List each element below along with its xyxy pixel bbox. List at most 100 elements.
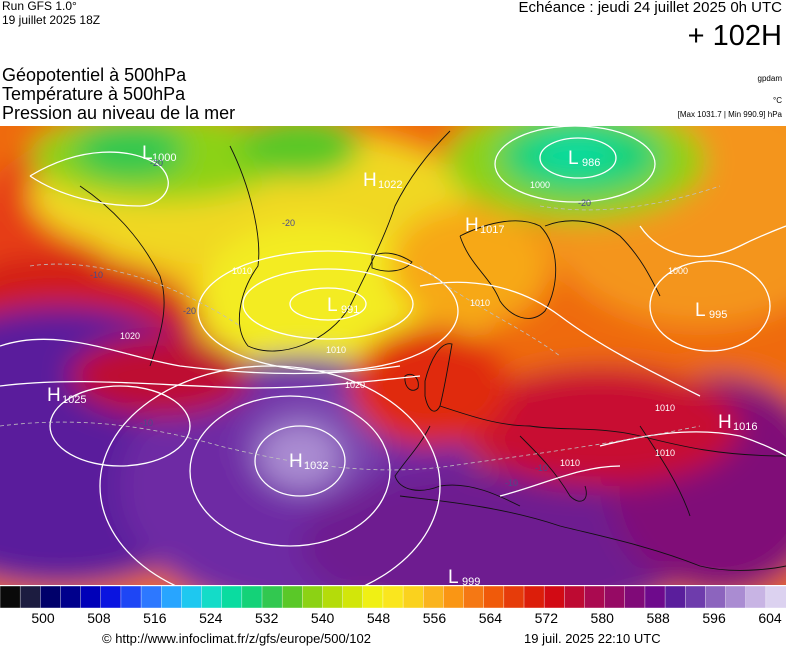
- isotherm-label: -10: [535, 463, 548, 473]
- svg-text:L: L: [142, 143, 153, 164]
- color-scale-tick-label: 556: [422, 610, 447, 626]
- isobar-label: 1010: [326, 345, 346, 355]
- coastlines: [79, 130, 786, 571]
- svg-text:H: H: [718, 412, 732, 433]
- color-scale-swatch: [181, 586, 203, 608]
- color-scale-swatch: [564, 586, 586, 608]
- color-scale-swatch: [342, 586, 364, 608]
- svg-text:L: L: [568, 148, 579, 169]
- color-scale-swatch: [382, 586, 404, 608]
- color-scale-swatch: [261, 586, 283, 608]
- color-scale-swatch: [765, 586, 786, 608]
- color-scale-tick-label: 548: [366, 610, 391, 626]
- svg-text:H: H: [465, 215, 479, 236]
- color-scale-tick-label: 580: [590, 610, 614, 626]
- isobar-label: 1010: [560, 458, 580, 468]
- color-scale-swatch: [503, 586, 525, 608]
- color-scale-swatch: [281, 586, 304, 608]
- isobar-label: 1020: [345, 380, 365, 390]
- valid-time-label: Echéance : jeudi 24 juillet 2025 0h UTC: [518, 0, 783, 16]
- color-scale-swatch: [80, 586, 102, 608]
- color-scale-tick-label: 588: [646, 610, 670, 626]
- svg-text:995: 995: [709, 309, 727, 321]
- color-scale-swatch: [523, 586, 545, 608]
- isotherm-label: -10: [140, 418, 153, 428]
- isotherm-label: -20: [183, 306, 196, 316]
- unit-geopotential: gpdam: [757, 74, 782, 83]
- color-scale-tick-label: 596: [702, 610, 726, 626]
- color-scale-swatch: [100, 586, 122, 608]
- color-scale-swatch: [161, 586, 183, 608]
- color-scale-swatch: [705, 586, 727, 608]
- svg-text:L: L: [448, 567, 459, 585]
- color-scale-swatch: [201, 586, 223, 608]
- color-scale-swatch: [0, 586, 21, 608]
- color-scale-swatch: [322, 586, 344, 608]
- color-scale-swatch: [685, 586, 707, 608]
- svg-text:1016: 1016: [733, 421, 757, 433]
- isotherm-label: -20: [282, 218, 295, 228]
- svg-text:1025: 1025: [62, 394, 86, 406]
- color-scale-swatch: [241, 586, 263, 608]
- isotherm-label: -20: [578, 198, 591, 208]
- pressure-center: H 1017: [465, 215, 504, 236]
- unit-pressure-range: [Max 1031.7 | Min 990.9] hPa: [677, 110, 782, 119]
- color-scale-swatch: [362, 586, 384, 608]
- color-scale-swatch: [644, 586, 666, 608]
- svg-text:1022: 1022: [378, 179, 402, 191]
- isobar-label: 1000: [530, 180, 550, 190]
- isobars: [0, 126, 786, 585]
- color-scale-tick-label: 540: [310, 610, 335, 626]
- color-scale-swatch: [443, 586, 465, 608]
- color-scale-tick-label: 524: [199, 610, 223, 626]
- credit-timestamp: 19 juil. 2025 22:10 UTC: [524, 631, 661, 646]
- svg-text:999: 999: [462, 576, 480, 585]
- isobar-label: 1020: [120, 331, 140, 341]
- color-scale-tick-label: 564: [478, 610, 503, 626]
- color-scale-swatch: [60, 586, 82, 608]
- isobar-label: 1010: [655, 448, 675, 458]
- pressure-center: H 1016: [718, 412, 757, 433]
- pressure-center: H 1025: [47, 385, 86, 406]
- svg-text:1000: 1000: [152, 152, 176, 164]
- color-scale-swatch: [402, 586, 425, 608]
- color-scale-tick-label: 572: [534, 610, 558, 626]
- color-scale-bar: [0, 586, 786, 608]
- svg-text:1032: 1032: [304, 460, 328, 472]
- svg-text:991: 991: [341, 304, 359, 316]
- svg-text:1017: 1017: [480, 224, 504, 236]
- layer-title-temperature: Température à 500hPa: [2, 84, 186, 104]
- credit-url[interactable]: © http://www.infoclimat.fr/z/gfs/europe/…: [102, 631, 371, 646]
- isobar-label: 1010: [232, 266, 252, 276]
- pressure-center: L 986: [568, 148, 600, 169]
- svg-text:L: L: [695, 300, 706, 321]
- isobar-label: 1010: [655, 403, 675, 413]
- unit-temperature: °C: [773, 96, 782, 105]
- run-model-label: Run GFS 1.0°: [2, 0, 77, 13]
- isotherm-label: -10: [505, 478, 518, 488]
- color-scale-tick-label: 500: [31, 610, 55, 626]
- isobar-label: 1010: [470, 298, 490, 308]
- lead-time-label: + 102H: [687, 20, 782, 52]
- color-scale-swatch: [140, 586, 163, 608]
- color-scale-swatch: [664, 586, 687, 608]
- pressure-center: L 999: [448, 567, 480, 585]
- color-scale-tick-label: 604: [758, 610, 782, 626]
- svg-text:H: H: [289, 451, 303, 472]
- pressure-center: L 1000: [142, 143, 176, 164]
- pressure-center: H 1022: [363, 170, 402, 191]
- color-scale-swatch: [745, 586, 767, 608]
- color-scale-swatch: [302, 586, 324, 608]
- isotherm-labels: -20 -10 -20 -20 -10 -10 -20 -10: [90, 158, 591, 488]
- layer-title-geopotential: Géopotentiel à 500hPa: [2, 65, 187, 85]
- color-scale-swatch: [483, 586, 505, 608]
- pressure-center: H 1032: [289, 451, 328, 472]
- color-scale-swatch: [40, 586, 62, 608]
- color-scale-tick-label: 508: [87, 610, 111, 626]
- layer-title-pressure: Pression au niveau de la mer: [2, 103, 236, 123]
- isobar-label: 1000: [668, 266, 688, 276]
- color-scale-tick-label: 516: [143, 610, 167, 626]
- color-scale-swatch: [120, 586, 142, 608]
- pressure-center: L 991: [327, 295, 359, 316]
- color-scale-swatch: [584, 586, 606, 608]
